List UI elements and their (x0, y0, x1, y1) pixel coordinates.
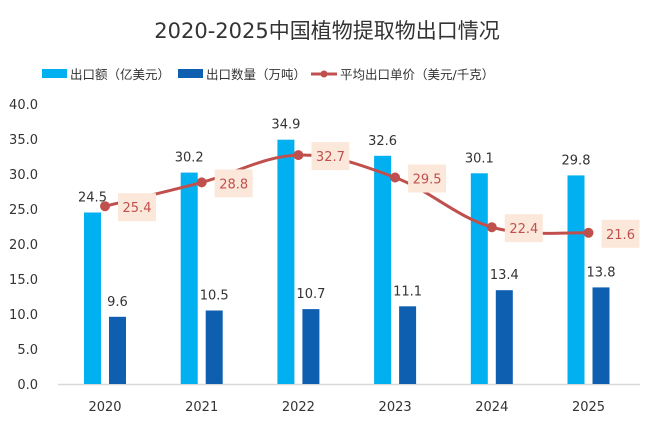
price-label-bg (601, 219, 640, 248)
legend-label: 平均出口单价（美元/千克） (340, 67, 494, 82)
x-tick-label: 2024 (475, 400, 508, 415)
bar-data-label: 34.9 (271, 118, 300, 133)
price-data-label: 32.7 (316, 150, 345, 165)
y-tick-label: 5.0 (17, 343, 38, 358)
bar-data-label: 30.1 (465, 151, 494, 166)
price-point (100, 201, 110, 212)
x-tick-label: 2021 (185, 400, 218, 415)
legend-item-0: 出口额（亿美元） (42, 67, 170, 82)
y-tick-label: 15.0 (9, 273, 38, 288)
price-label-bg (214, 169, 253, 198)
y-tick-label: 0.0 (17, 378, 38, 393)
y-tick-label: 30.0 (9, 168, 38, 183)
y-tick-label: 10.0 (9, 308, 38, 323)
price-point (196, 177, 207, 188)
legend-marker (320, 70, 328, 78)
bar-data-label: 13.4 (490, 268, 519, 283)
bar-data-label: 24.5 (78, 191, 107, 206)
bar-export-value (277, 139, 295, 384)
legend-item-2: 平均出口单价（美元/千克） (311, 67, 494, 82)
bar-data-label: 9.6 (107, 295, 128, 310)
y-tick-label: 25.0 (9, 203, 38, 218)
bar-export-volume (399, 306, 417, 384)
price-data-label: 25.4 (123, 201, 152, 216)
bar-data-label: 29.8 (562, 153, 591, 168)
bar-export-value (374, 155, 392, 384)
bar-export-volume (302, 309, 320, 384)
bar-export-volume (495, 290, 513, 384)
price-data-label: 29.5 (413, 173, 442, 188)
y-tick-label: 35.0 (9, 133, 38, 148)
bars: 24.5 30.2 34.9 32.6 30.1 29.8 9.6 10.5 10.7 11.1 1… (78, 118, 615, 384)
price-label-bg (504, 214, 543, 243)
bar-export-value (180, 172, 198, 384)
price-point (583, 227, 594, 238)
legend: 出口额（亿美元） 出口数量（万吨） 平均出口单价（美元/千克） (42, 67, 494, 82)
legend-item-1: 出口数量（万吨） (178, 67, 306, 82)
price-line: 25.4 28.8 32.7 29.5 22.4 21.6 (100, 142, 640, 248)
price-data-label: 22.4 (509, 222, 538, 237)
y-tick-label: 20.0 (9, 238, 38, 253)
x-tick-label: 2020 (88, 400, 121, 415)
legend-swatch (42, 69, 67, 78)
bar-export-value (470, 173, 488, 384)
bar-data-label: 13.8 (587, 265, 616, 280)
price-label-bg (408, 164, 447, 193)
bar-export-value (84, 212, 101, 384)
price-label-bg (311, 142, 350, 171)
price-point (486, 222, 497, 233)
price-point (390, 172, 401, 183)
bar-data-label: 10.5 (200, 289, 229, 304)
legend-label: 出口额（亿美元） (70, 67, 170, 82)
x-tick-label: 2023 (379, 400, 412, 415)
bar-data-label: 32.6 (368, 134, 397, 149)
x-axis: 2020 2021 2022 2023 2024 2025 (88, 400, 605, 415)
y-tick-label: 40.0 (9, 98, 38, 113)
legend-label: 出口数量（万吨） (206, 67, 306, 82)
bar-data-label: 11.1 (393, 284, 422, 299)
price-label-bg (118, 193, 156, 222)
price-point (293, 150, 304, 161)
legend-swatch (178, 69, 203, 78)
bar-data-label: 30.2 (175, 151, 204, 166)
bar-export-volume (109, 316, 126, 384)
bar-export-volume (205, 310, 223, 384)
chart-title: 2020-2025中国植物提取物出口情况 (154, 19, 499, 43)
bar-data-label: 10.7 (296, 287, 325, 302)
price-data-label: 28.8 (219, 177, 248, 192)
bar-export-value (567, 175, 585, 384)
y-axis: 0.0 5.0 10.0 15.0 20.0 25.0 30.0 35.0 40.0 (9, 98, 38, 393)
price-data-label: 21.6 (606, 228, 635, 243)
x-tick-label: 2025 (572, 400, 605, 415)
x-tick-label: 2022 (282, 400, 315, 415)
bar-export-volume (592, 287, 610, 384)
